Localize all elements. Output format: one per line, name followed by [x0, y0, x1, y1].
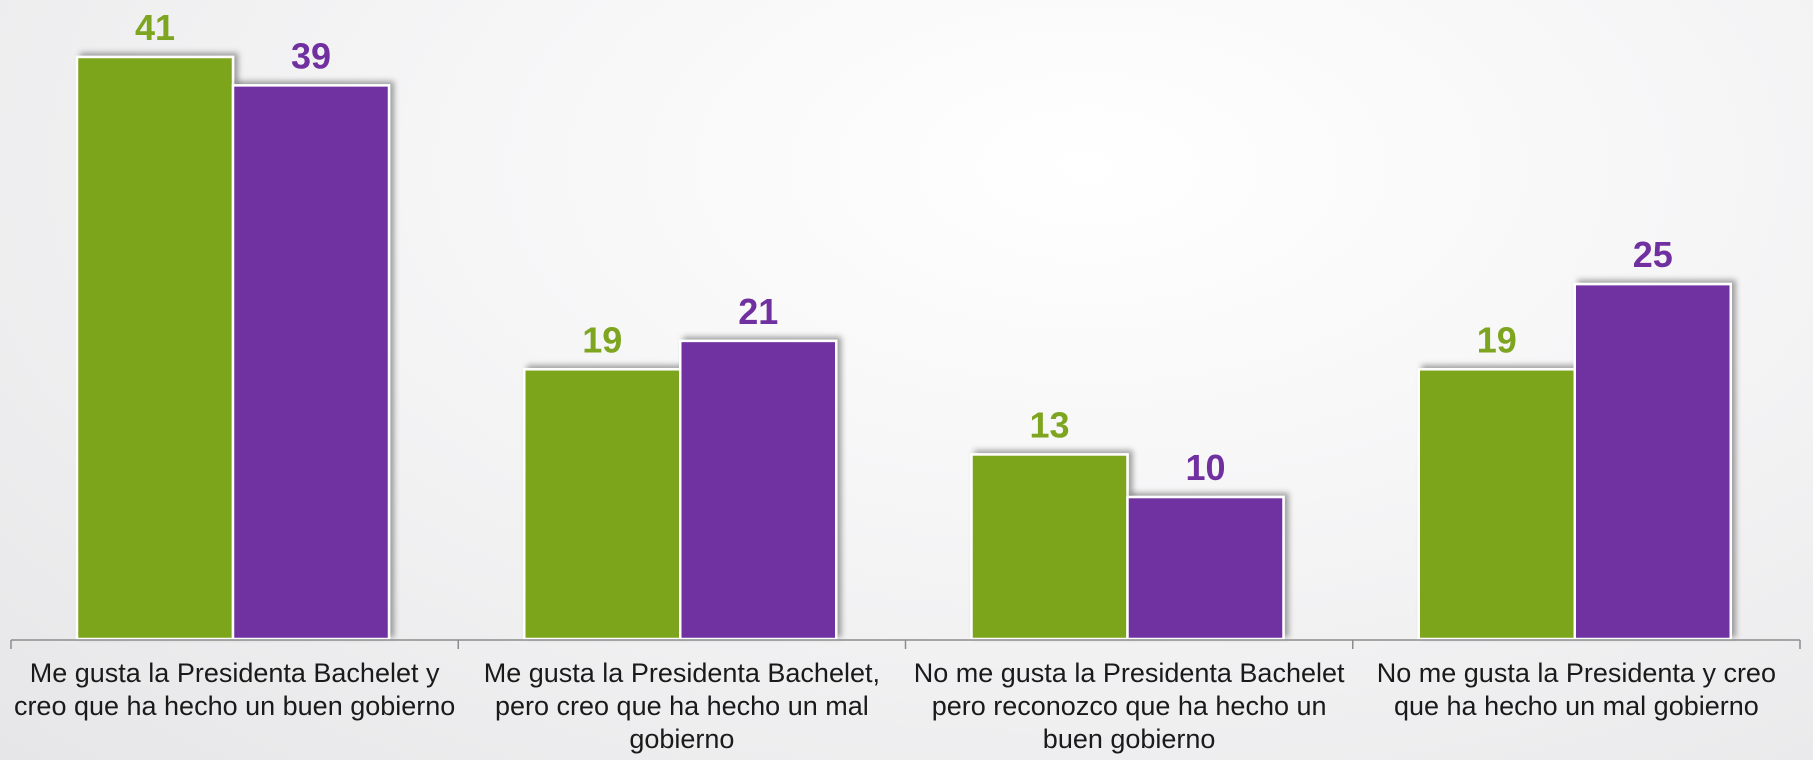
bar-cat2-series2 — [679, 339, 838, 641]
bar-cat1-series1 — [75, 55, 235, 641]
data-label-cat3-series2: 10 — [1185, 447, 1225, 488]
data-label-cat3-series1: 13 — [1029, 404, 1069, 445]
bar-cat3-series2 — [1126, 495, 1285, 641]
category-label-1: Me gusta la Presidenta Bachelet y creo q… — [13, 658, 456, 721]
bar-cat1-series2 — [231, 84, 391, 641]
data-label-cat4-series2: 25 — [1633, 234, 1673, 275]
category-label-2: Me gusta la Presidenta Bachelet, pero cr… — [483, 658, 880, 754]
bar-cat2-series1 — [523, 368, 682, 641]
data-label-cat2-series2: 21 — [738, 291, 778, 332]
bar-cat4-series1 — [1417, 368, 1576, 641]
category-label-4: No me gusta la Presidenta y creo que ha … — [1376, 658, 1776, 721]
category-label-3: No me gusta la Presidenta Bachelet pero … — [913, 658, 1345, 754]
data-label-cat1-series1: 41 — [135, 7, 175, 48]
bar-cat3-series1 — [970, 453, 1129, 641]
data-label-cat4-series1: 19 — [1477, 319, 1517, 360]
data-label-cat1-series2: 39 — [291, 35, 331, 76]
bars-layer — [75, 55, 1732, 641]
x-axis — [10, 639, 1801, 649]
value-labels-layer: 41 39 19 21 13 10 19 25 — [135, 7, 1673, 488]
bar-cat4-series2 — [1573, 282, 1732, 641]
data-label-cat2-series1: 19 — [582, 319, 622, 360]
